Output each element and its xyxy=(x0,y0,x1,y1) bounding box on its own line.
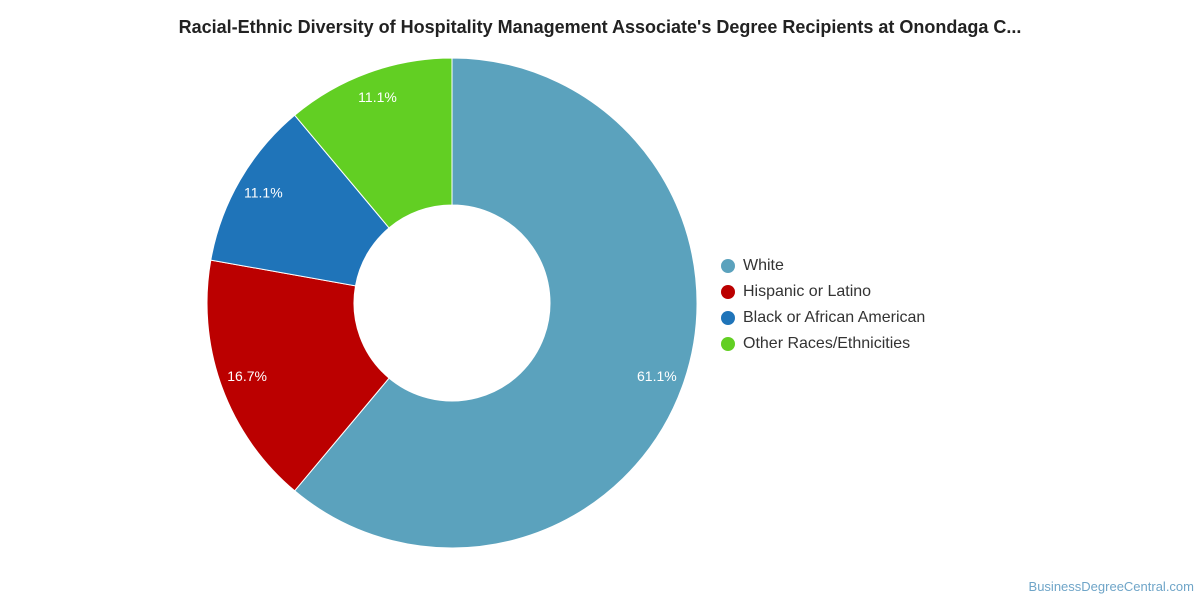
legend-swatch xyxy=(721,259,735,273)
legend-swatch xyxy=(721,311,735,325)
slice-value-label: 11.1% xyxy=(244,185,283,201)
donut-slice-black-or-african-american[interactable] xyxy=(210,114,390,287)
legend-swatch xyxy=(721,285,735,299)
legend-label: White xyxy=(743,257,784,274)
slice-value-label: 61.1% xyxy=(637,368,677,384)
legend-item-white[interactable]: White xyxy=(721,253,925,279)
donut-slice-other-races-ethnicities[interactable] xyxy=(293,57,453,229)
legend-item-other-races[interactable]: Other Races/Ethnicities xyxy=(721,331,925,357)
donut-slice-hispanic-or-latino[interactable] xyxy=(206,259,390,492)
legend-label: Black or African American xyxy=(743,309,926,326)
legend-item-black-or-african-american[interactable]: Black or African American xyxy=(721,305,925,331)
legend-swatch xyxy=(721,337,735,351)
slice-value-label: 16.7% xyxy=(227,368,267,384)
legend-label: Hispanic or Latino xyxy=(743,283,872,300)
donut-slice-white[interactable] xyxy=(293,57,698,549)
legend-item-hispanic-or-latino[interactable]: Hispanic or Latino xyxy=(721,279,925,305)
chart-title: Racial-Ethnic Diversity of Hospitality M… xyxy=(178,17,1022,37)
chart-legend: White Hispanic or Latino Black or Africa… xyxy=(721,253,925,357)
slice-value-label: 11.1% xyxy=(358,89,397,105)
source-credit[interactable]: BusinessDegreeCentral.com xyxy=(1028,579,1194,594)
legend-label: Other Races/Ethnicities xyxy=(743,335,911,352)
